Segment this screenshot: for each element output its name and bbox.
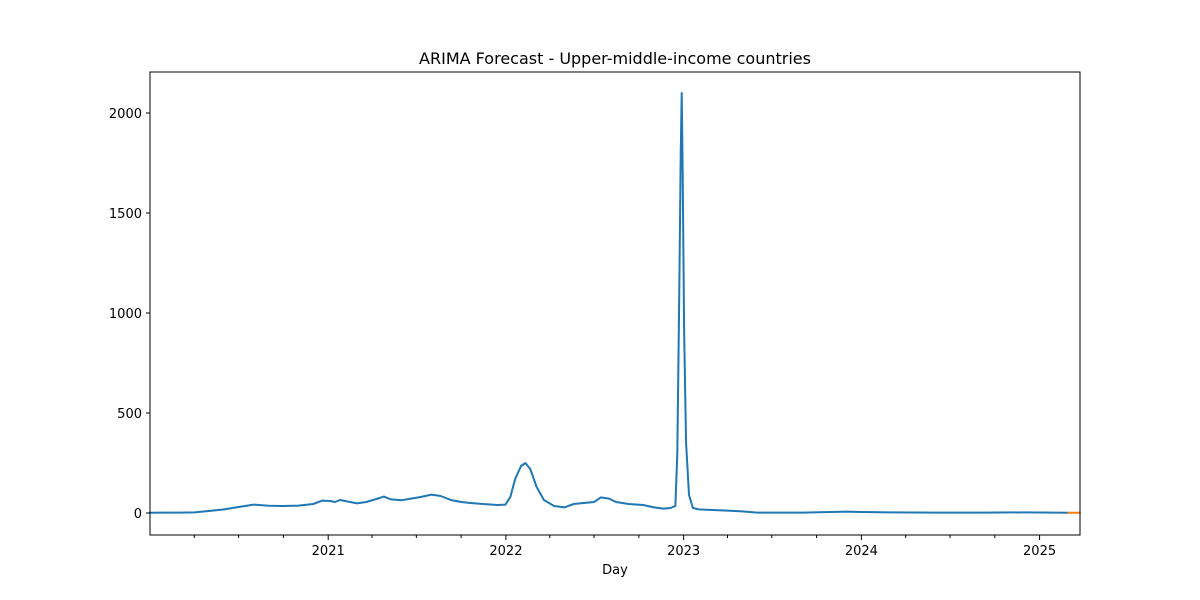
x-tick-label: 2022 [489,544,522,559]
series-line-0 [149,92,1070,514]
x-tick-label: 2024 [845,544,878,559]
y-tick-label: 0 [134,507,142,522]
x-tick-label: 2021 [312,544,345,559]
plot-frame [149,71,1081,536]
y-axis: 0 500 1000 1500 2000 [109,107,150,522]
x-axis-label: Day [602,563,628,578]
y-tick-label: 1500 [109,207,142,222]
x-tick-label: 2025 [1023,544,1056,559]
y-tick-label: 500 [117,407,142,422]
x-tick-label: 2023 [667,544,700,559]
chart-title: ARIMA Forecast - Upper-middle-income cou… [419,49,811,68]
series-layer [149,92,1081,514]
y-tick-label: 2000 [109,107,142,122]
y-tick-label: 1000 [109,307,142,322]
x-axis: 2021 2022 2023 2024 2025 [193,535,1056,559]
